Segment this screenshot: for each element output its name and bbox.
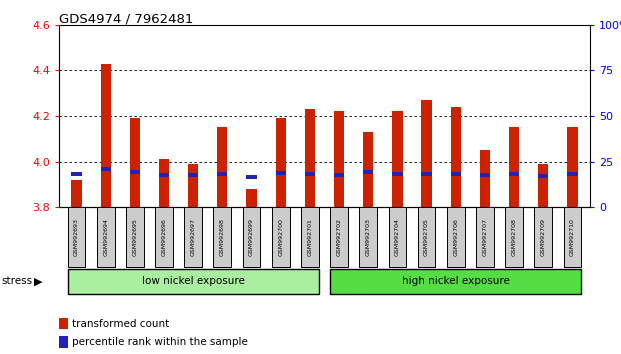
Bar [159,159,169,207]
Bar [392,112,402,207]
Bar [451,107,461,207]
Text: GSM992702: GSM992702 [337,218,342,256]
Bar [159,173,169,177]
FancyBboxPatch shape [243,207,260,267]
Bar [217,172,227,176]
Text: GSM992694: GSM992694 [103,218,108,256]
Text: GSM992705: GSM992705 [424,218,429,256]
Text: GSM992700: GSM992700 [278,218,283,256]
Text: transformed count: transformed count [72,319,169,329]
FancyBboxPatch shape [68,269,319,294]
Bar [538,164,548,207]
Text: GSM992698: GSM992698 [220,218,225,256]
FancyBboxPatch shape [418,207,435,267]
Text: GSM992709: GSM992709 [541,218,546,256]
FancyBboxPatch shape [155,207,173,267]
FancyBboxPatch shape [505,207,523,267]
Bar [247,189,256,207]
FancyBboxPatch shape [389,207,406,267]
Bar [422,172,432,176]
FancyBboxPatch shape [330,207,348,267]
FancyBboxPatch shape [126,207,143,267]
Text: GSM992710: GSM992710 [570,218,575,256]
Text: GSM992703: GSM992703 [366,218,371,256]
FancyBboxPatch shape [97,207,114,267]
FancyBboxPatch shape [214,207,231,267]
Text: ▶: ▶ [34,276,43,286]
Text: GSM992699: GSM992699 [249,218,254,256]
Bar [509,172,519,176]
Bar [217,127,227,207]
Bar [392,172,402,176]
FancyBboxPatch shape [535,207,552,267]
FancyBboxPatch shape [476,207,494,267]
Bar [568,172,578,176]
Bar [451,172,461,176]
Text: percentile rank within the sample: percentile rank within the sample [72,337,248,347]
Bar [363,132,373,207]
Text: GDS4974 / 7962481: GDS4974 / 7962481 [59,12,193,25]
Bar [305,109,315,207]
Bar [305,172,315,176]
Bar [188,173,198,177]
Bar [538,174,548,178]
Text: GSM992704: GSM992704 [395,218,400,256]
FancyBboxPatch shape [563,207,581,267]
Text: GSM992693: GSM992693 [74,218,79,256]
Bar [422,100,432,207]
Text: low nickel exposure: low nickel exposure [142,276,245,286]
Bar [480,173,490,177]
FancyBboxPatch shape [330,269,581,294]
Bar [509,127,519,207]
Bar [276,171,286,175]
Bar [71,180,81,207]
Bar [71,172,81,176]
Text: GSM992701: GSM992701 [307,218,312,256]
Bar [188,164,198,207]
FancyBboxPatch shape [184,207,202,267]
Text: GSM992708: GSM992708 [512,218,517,256]
Bar [101,63,111,207]
Bar [480,150,490,207]
Bar [247,175,256,179]
FancyBboxPatch shape [272,207,289,267]
Text: GSM992695: GSM992695 [132,218,137,256]
FancyBboxPatch shape [447,207,465,267]
Bar [363,170,373,174]
Bar [59,336,68,348]
Text: high nickel exposure: high nickel exposure [402,276,510,286]
Bar [130,118,140,207]
Bar [130,170,140,174]
FancyBboxPatch shape [360,207,377,267]
Text: stress: stress [2,276,33,286]
FancyBboxPatch shape [301,207,319,267]
Text: GSM992697: GSM992697 [191,218,196,256]
Bar [101,166,111,171]
Bar [334,173,344,177]
Bar [334,112,344,207]
Text: GSM992696: GSM992696 [161,218,166,256]
Text: GSM992707: GSM992707 [483,218,487,256]
Bar [276,118,286,207]
Text: GSM992706: GSM992706 [453,218,458,256]
FancyBboxPatch shape [68,207,86,267]
Bar [59,318,68,329]
Bar [568,127,578,207]
